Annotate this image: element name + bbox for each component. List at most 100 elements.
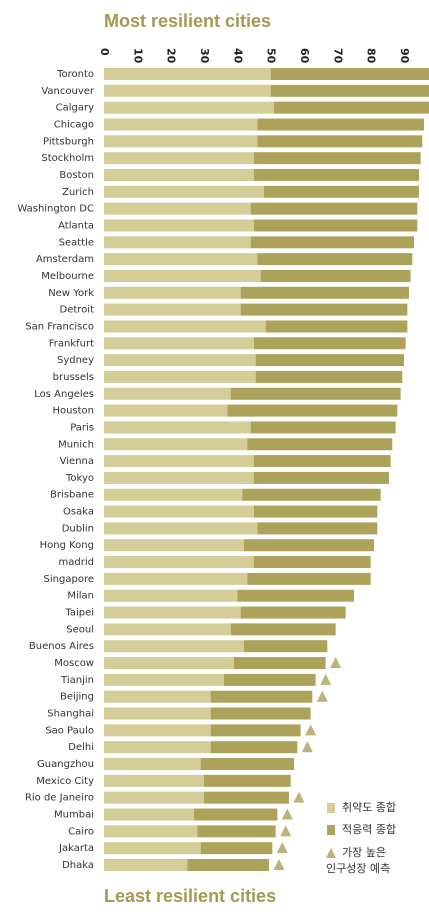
bar-segment: [104, 337, 254, 350]
y-tick-label: Vancouver: [41, 86, 95, 97]
bar-segment: [210, 741, 298, 754]
y-tick-label: madrid: [59, 557, 94, 568]
bar-segment: [104, 724, 211, 737]
bar-segment: [257, 135, 423, 148]
bar-segment: [247, 572, 371, 585]
x-tick-label: 0: [98, 48, 111, 56]
bar-segment: [230, 387, 401, 400]
y-tick-label: Munich: [58, 439, 94, 450]
bar-segment: [227, 404, 398, 417]
bar-segment: [247, 438, 393, 451]
bar-segment: [104, 236, 251, 249]
bar-segment: [104, 572, 248, 585]
bar-segment: [243, 640, 328, 653]
y-tick-label: Sao Paulo: [45, 725, 94, 736]
bar-segment: [104, 286, 241, 299]
bar-segment: [203, 774, 291, 787]
growth-marker: [280, 825, 292, 837]
bar-segment: [255, 354, 404, 367]
chart-title: Most resilient cities: [104, 11, 271, 31]
bar-segment: [104, 556, 254, 569]
bar-segment: [104, 135, 258, 148]
bar-segment: [104, 455, 254, 468]
bar-segment: [104, 623, 231, 636]
legend-label: 인구성장 예측: [326, 862, 390, 875]
bar-segment: [260, 269, 411, 282]
y-tick-label: Taipei: [64, 608, 94, 619]
bar-segment: [200, 758, 294, 771]
x-tick-label: 40: [231, 48, 244, 64]
bar-segment: [104, 758, 201, 771]
y-tick-label: brussels: [53, 372, 94, 383]
bar-segment: [104, 522, 258, 535]
bar-segment: [104, 505, 254, 518]
bar-segment: [253, 505, 378, 518]
bar-segment: [187, 859, 269, 871]
bar-segment: [233, 657, 326, 670]
legend-swatch: [327, 803, 335, 813]
y-tick-label: Singapore: [44, 574, 94, 585]
y-tick-label: Stockholm: [41, 153, 94, 164]
bar-segment: [104, 488, 243, 501]
x-tick-label: 10: [131, 48, 144, 64]
bar-segment: [250, 236, 414, 249]
growth-marker: [273, 859, 285, 870]
bar-segment: [197, 825, 276, 838]
y-tick-label: Vienna: [60, 456, 94, 467]
bar-segment: [230, 623, 336, 636]
bar-segment: [257, 253, 413, 266]
bar-segment: [253, 168, 419, 181]
y-tick-label: Detroit: [60, 305, 95, 316]
bar-segment: [104, 185, 264, 198]
bar-segment: [223, 673, 316, 686]
y-tick-label: Cairo: [68, 826, 94, 837]
x-tick-label: 60: [298, 48, 311, 64]
bar-segment: [243, 539, 374, 552]
y-tick-label: Hong Kong: [40, 540, 94, 551]
bar-segment: [104, 370, 256, 383]
bar-segment: [263, 185, 419, 198]
bar-segment: [253, 556, 371, 569]
bar-segment: [104, 471, 254, 484]
y-tick-label: Mexico City: [36, 776, 94, 787]
growth-marker: [293, 791, 305, 803]
bar-segment: [273, 101, 429, 114]
x-tick-label: 90: [398, 48, 411, 64]
bar-segment: [104, 303, 241, 316]
bar-segment: [257, 522, 378, 535]
chart-footer: Least resilient cities: [104, 886, 276, 906]
bar-segment: [104, 657, 234, 670]
y-tick-label: Brisbane: [50, 490, 94, 501]
growth-marker: [301, 741, 313, 753]
legend-marker: [326, 848, 336, 858]
bar-segment: [253, 337, 406, 350]
bar-segment: [104, 808, 194, 821]
bar-segment: [104, 640, 244, 653]
bar-segment: [210, 724, 301, 737]
bar-segment: [253, 152, 421, 165]
y-tick-label: Chicago: [54, 119, 94, 130]
bar-segment: [270, 84, 429, 97]
y-tick-label: Boston: [59, 170, 94, 181]
y-tick-label: Sydney: [57, 355, 94, 366]
bar-segment: [104, 791, 204, 804]
y-tick-label: Milan: [67, 591, 94, 602]
y-tick-label: Calgary: [56, 103, 94, 114]
y-tick-label: Tokyo: [65, 473, 94, 484]
bar-segment: [270, 68, 429, 80]
bar-segment: [104, 421, 251, 434]
y-tick-label: Dhaka: [62, 860, 94, 871]
y-tick-label: Mumbai: [54, 810, 94, 821]
y-tick-label: Toronto: [56, 69, 94, 80]
bar-segment: [104, 825, 198, 838]
bar-segment: [237, 589, 354, 602]
y-tick-label: New York: [48, 288, 94, 299]
y-tick-label: Rio de Janeiro: [25, 793, 94, 804]
bar-segment: [250, 421, 396, 434]
y-tick-label: Delhi: [68, 742, 94, 753]
y-tick-label: Buenos Aires: [29, 641, 94, 652]
bar-segment: [104, 404, 228, 417]
bar-segment: [104, 741, 211, 754]
bar-segment: [210, 707, 311, 720]
bar-segment: [104, 84, 271, 97]
